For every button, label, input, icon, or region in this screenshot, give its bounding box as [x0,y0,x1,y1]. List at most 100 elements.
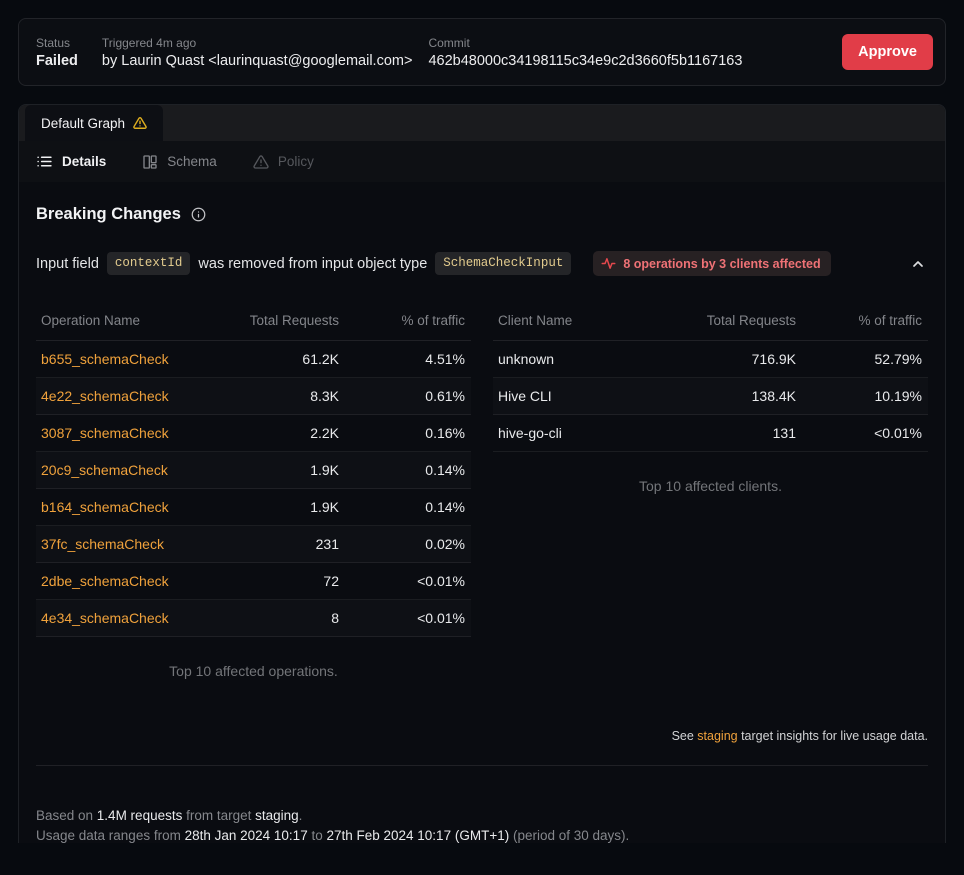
text-segment: target insights for live usage data. [737,729,928,743]
text-segment: (period of 30 days). [509,828,630,843]
change-text-prefix: Input field [36,255,99,272]
table-row: 3087_schemaCheck 2.2K 0.16% [36,415,471,452]
insights-note: See staging target insights for live usa… [36,729,928,743]
commit-label: Commit [428,35,470,50]
column-header: Operation Name [41,313,141,328]
client-name: hive-go-cli [498,425,562,441]
table-row: hive-go-cli 131 <0.01% [493,415,928,452]
cell-value: 8 [331,610,339,626]
tab-policy[interactable]: Policy [253,154,314,170]
commit-hash: 462b48000c34198115c34e9c2d3660f5b1167163 [428,52,743,69]
usage-summary-line2: Usage data ranges from 28th Jan 2024 10:… [36,826,928,843]
cell-value: 2.2K [310,425,339,441]
table-row: b655_schemaCheck 61.2K 4.51% [36,341,471,378]
cell-value: 61.2K [302,351,339,367]
column-header: Total Requests [706,313,796,328]
text-segment: See [671,729,698,743]
staging-target-link[interactable]: staging [697,729,738,743]
commit-group: Commit 462b48000c34198115c34e9c2d3660f5b… [428,36,742,69]
table-row: 20c9_schemaCheck 1.9K 0.14% [36,452,471,489]
cell-value: 10.19% [874,388,922,404]
text-segment: to [307,828,327,843]
column-header: Total Requests [249,313,339,328]
text-segment: 28th Jan 2024 10:17 [184,828,308,843]
check-status-bar: Status Failed Triggered 4m ago by Laurin… [18,18,946,86]
operation-link[interactable]: 2dbe_schemaCheck [41,573,169,589]
breaking-changes-heading: Breaking Changes [36,205,928,224]
cell-value: 131 [772,425,796,441]
operation-link[interactable]: b164_schemaCheck [41,499,169,515]
warning-triangle-icon [133,116,147,130]
cell-value: 4.51% [425,351,465,367]
cell-value: 52.79% [874,351,922,367]
text-segment: from target [182,808,256,823]
tab-schema-label: Schema [167,154,217,169]
tab-details[interactable]: Details [36,153,106,170]
schema-columns-icon [142,154,158,170]
table-row: 2dbe_schemaCheck 72 <0.01% [36,563,471,600]
change-text-middle: was removed from input object type [198,255,428,272]
operation-link[interactable]: 37fc_schemaCheck [41,536,164,552]
affected-badge-label: 8 operations by 3 clients affected [623,256,821,271]
operation-link[interactable]: 3087_schemaCheck [41,425,169,441]
operation-link[interactable]: 4e22_schemaCheck [41,388,169,404]
cell-value: 1.9K [310,462,339,478]
activity-pulse-icon [601,256,616,271]
table-row: b164_schemaCheck 1.9K 0.14% [36,489,471,526]
text-segment: Based on [36,808,97,823]
cell-value: 0.16% [425,425,465,441]
cell-value: 0.02% [425,536,465,552]
client-name: Hive CLI [498,388,552,404]
clients-table: Client Name Total Requests % of traffic unk… [493,301,928,679]
type-code-chip: SchemaCheckInput [435,252,572,275]
cell-value: <0.01% [874,425,922,441]
triggered-group: Triggered 4m ago by Laurin Quast <laurin… [102,36,413,69]
cell-value: 72 [323,573,339,589]
footer-divider [36,765,928,766]
check-nav-tabs: Details Schema Policy [19,141,945,182]
triggered-label: Triggered 4m ago [101,35,197,50]
usage-summary-line1: Based on 1.4M requests from target stagi… [36,806,928,826]
table-header-row: Client Name Total Requests % of traffic [493,301,928,341]
table-header-row: Operation Name Total Requests % of traffic [36,301,471,341]
triggered-author: by Laurin Quast <laurinquast@googlemail.… [101,52,413,69]
column-header: % of traffic [858,313,922,328]
breaking-change-row[interactable]: Input field contextId was removed from i… [36,251,928,276]
cell-value: 138.4K [751,388,796,404]
cell-value: 0.14% [425,462,465,478]
status-label: Status [36,35,71,50]
tab-schema[interactable]: Schema [142,154,217,170]
cell-value: <0.01% [417,610,465,626]
text-segment: Usage data ranges from [36,828,185,843]
table-row: 37fc_schemaCheck 231 0.02% [36,526,471,563]
operation-link[interactable]: 4e34_schemaCheck [41,610,169,626]
table-row: Hive CLI 138.4K 10.19% [493,378,928,415]
table-row: 4e22_schemaCheck 8.3K 0.61% [36,378,471,415]
operation-link[interactable]: b655_schemaCheck [41,351,169,367]
cell-value: 0.14% [425,499,465,515]
graph-tab-label: Default Graph [41,115,126,131]
client-name: unknown [498,351,555,367]
column-header: % of traffic [401,313,465,328]
info-icon[interactable] [191,207,206,222]
list-icon [36,153,53,170]
usage-tables: Operation Name Total Requests % of traffic… [36,301,928,679]
tab-default-graph[interactable]: Default Graph [25,105,164,141]
table-caption: Top 10 affected operations. [169,663,338,679]
cell-value: <0.01% [417,573,465,589]
affected-operations-badge[interactable]: 8 operations by 3 clients affected [593,251,831,276]
table-caption: Top 10 affected clients. [639,478,782,494]
details-content: Breaking Changes Input field contextId w… [19,182,945,843]
operations-table: Operation Name Total Requests % of traffic… [36,301,471,679]
column-header: Client Name [498,313,573,328]
field-code-chip: contextId [106,252,191,275]
text-segment: staging [255,808,299,823]
cell-value: 8.3K [310,388,339,404]
text-segment: 27th Feb 2024 10:17 (GMT+1) [326,828,510,843]
cell-value: 716.9K [751,351,796,367]
operation-link[interactable]: 20c9_schemaCheck [41,462,168,478]
table-row: unknown 716.9K 52.79% [493,341,928,378]
cell-value: 1.9K [310,499,339,515]
approve-button[interactable]: Approve [842,34,933,70]
chevron-up-icon[interactable] [910,256,926,272]
